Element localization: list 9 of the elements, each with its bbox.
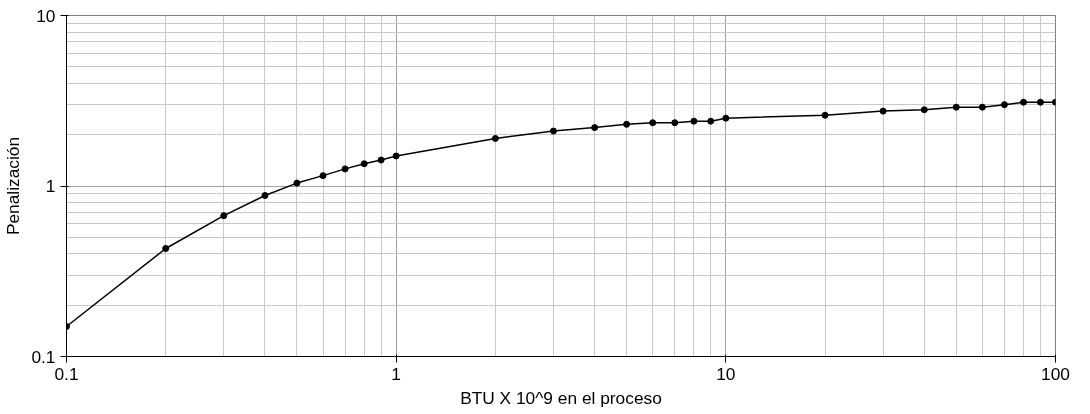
- y-tick-label: 0.1: [31, 346, 56, 367]
- x-tick-label: 1: [391, 363, 401, 384]
- x-tick-label: 10: [716, 363, 736, 384]
- x-tick-label: 100: [1041, 363, 1070, 384]
- x-tick-label: 0.1: [54, 363, 79, 384]
- x-axis-title: BTU X 10^9 en el proceso: [460, 387, 662, 408]
- y-axis-title: Penalización: [3, 136, 24, 236]
- y-tick-label: 10: [36, 5, 56, 26]
- y-tick-label: 1: [45, 176, 56, 196]
